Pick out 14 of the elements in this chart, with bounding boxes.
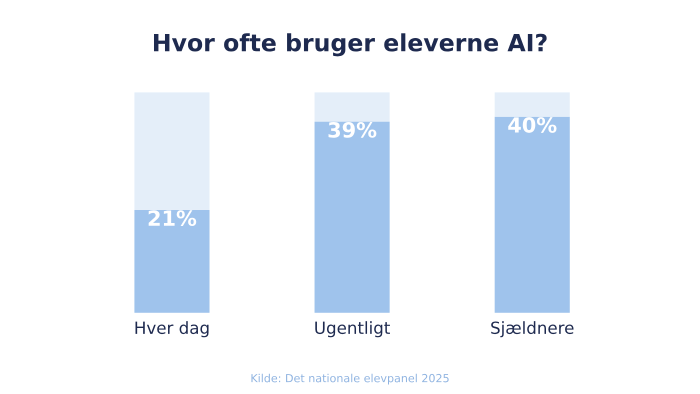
data-label: 21% [148,210,196,226]
bar [314,92,390,122]
x-tick-label: Ugentligt [315,321,390,338]
bar [494,92,570,117]
chart-title: Hvor ofte bruger eleverne AI? [154,33,547,56]
bar [314,122,390,313]
bar [134,92,210,210]
x-tick-label: Sjældnere [491,321,574,338]
text: Kilde: Det nationale elevpanel 2025 [251,374,449,384]
x-tick-label: Hver dag [136,321,209,338]
bar [494,116,570,313]
data-label: 39% [328,122,376,138]
bar [134,210,210,313]
data-label: 40% [508,117,557,133]
